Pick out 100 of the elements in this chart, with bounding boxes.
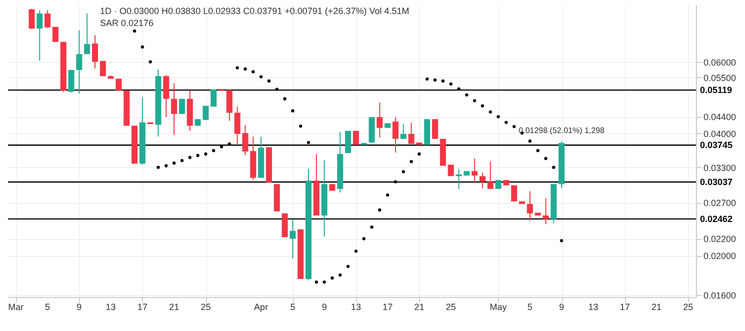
point (306, 140, 310, 144)
candlestick (479, 172, 486, 189)
point (164, 164, 168, 168)
point (362, 237, 366, 240)
point (426, 77, 429, 81)
point (410, 160, 413, 164)
point (220, 145, 224, 148)
ref-line-label: 0.03745 (700, 140, 733, 150)
point (172, 162, 176, 165)
ref-line-label: 0.03037 (700, 176, 733, 187)
candlestick (84, 12, 90, 55)
candlestick (171, 82, 178, 136)
candlestick (52, 26, 58, 42)
x-tick-label: 21 (414, 302, 424, 312)
x-tick-label: Apr (254, 302, 268, 312)
y-tick-label: 0.06000 (704, 58, 736, 68)
point (259, 75, 263, 78)
annotation: 0.01298 (52.01%) 1,298 (518, 126, 606, 136)
y-tick-label: 0.01600 (704, 290, 736, 300)
annotation: SAR 0.02176 (100, 18, 154, 28)
point (472, 99, 476, 102)
candlestick (44, 10, 51, 29)
point (544, 156, 548, 160)
x-tick-label: 21 (651, 302, 662, 312)
point (354, 250, 358, 253)
x-tick-label: 13 (350, 302, 361, 312)
point (148, 60, 152, 64)
y-tick-label: 0.02200 (704, 234, 736, 244)
point (552, 166, 556, 169)
candlestick (163, 74, 170, 118)
y-tick-label: 0.02700 (704, 198, 736, 208)
point (394, 180, 398, 184)
x-tick-label: 9 (76, 302, 82, 312)
candlestick (376, 102, 383, 138)
candlestick (116, 78, 122, 92)
point (370, 226, 374, 229)
candlestick (92, 34, 98, 69)
ref-line-label: 0.05119 (700, 85, 732, 96)
point (267, 79, 271, 83)
point (156, 166, 160, 169)
x-tick-label: 17 (137, 302, 148, 312)
point (346, 264, 350, 268)
x-tick-label: 5 (527, 302, 532, 312)
point (480, 104, 484, 108)
candlestick (526, 190, 533, 222)
x-tick-label: 5 (45, 302, 50, 312)
point (291, 109, 294, 112)
point (275, 88, 278, 91)
point (140, 45, 144, 49)
x-tick-label: 5 (290, 302, 296, 312)
point (212, 149, 216, 152)
x-tick-label: 25 (446, 302, 456, 312)
candlestick (226, 90, 232, 122)
point (180, 158, 184, 162)
x-tick-label: 13 (106, 302, 116, 312)
y-tick-label: 0.03300 (704, 162, 736, 173)
point (244, 67, 247, 71)
point (536, 149, 540, 152)
y-tick-label: 0.02000 (704, 251, 736, 262)
candlestick (392, 116, 398, 154)
point (418, 152, 421, 156)
candlestick (352, 130, 359, 146)
y-tick-label: 0.05500 (704, 72, 736, 83)
candlestick (68, 69, 74, 93)
point (283, 97, 286, 100)
x-tick-label: May (490, 302, 508, 312)
y-tick-label: 0.04400 (704, 112, 736, 122)
candlestick (432, 118, 438, 140)
point (196, 154, 200, 158)
point (512, 125, 516, 128)
point (402, 170, 405, 174)
point (314, 280, 318, 284)
point (496, 115, 500, 118)
x-tick-label: Mar (8, 302, 24, 312)
point (441, 79, 445, 83)
x-tick-label: 17 (382, 302, 393, 312)
x-tick-label: 9 (559, 302, 564, 312)
candlestick (76, 30, 82, 94)
x-tick-label: 25 (683, 302, 694, 312)
point (188, 156, 192, 160)
point (457, 87, 460, 91)
point (433, 78, 437, 82)
point (252, 70, 255, 74)
point (132, 29, 136, 33)
point (299, 124, 302, 128)
point (322, 280, 326, 284)
candlestick (36, 10, 43, 62)
ref-line-label: 0.02462 (700, 214, 733, 224)
candlestick (487, 161, 494, 190)
point (504, 120, 508, 124)
point (236, 66, 239, 70)
candlestick (400, 124, 406, 140)
candlestick (178, 98, 185, 114)
point (338, 273, 342, 277)
x-tick-label: 17 (620, 302, 630, 312)
annotation: 1D · O0.03000 H0.03830 L0.02933 C0.03791 +0.00791 (+26.37%) Vol 4.51M (100, 6, 410, 16)
x-tick-label: 9 (322, 302, 327, 312)
point (204, 152, 208, 156)
candlestick (28, 8, 35, 30)
y-tick-label: 0.04000 (704, 128, 736, 139)
